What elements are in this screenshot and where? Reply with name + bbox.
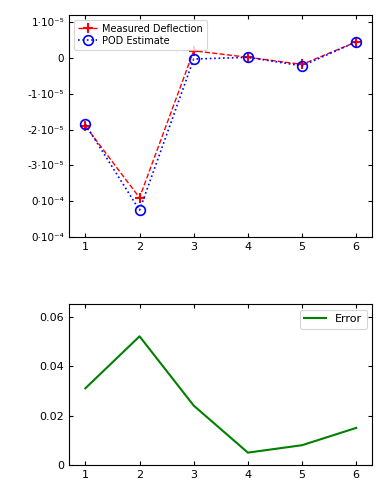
POD Estimate xyxy=(354,39,359,45)
Error xyxy=(137,334,142,340)
POD Estimate xyxy=(300,63,305,69)
Measured Deflection xyxy=(83,123,88,129)
Measured Deflection xyxy=(137,194,142,200)
Error xyxy=(83,386,88,392)
POD Estimate xyxy=(191,56,196,62)
Legend: Error: Error xyxy=(300,310,367,328)
Measured Deflection xyxy=(300,62,305,68)
Measured Deflection xyxy=(354,39,359,45)
Error xyxy=(300,442,305,448)
Measured Deflection xyxy=(246,54,250,60)
Measured Deflection xyxy=(191,48,196,54)
POD Estimate xyxy=(246,54,250,60)
Error xyxy=(354,425,359,431)
Line: POD Estimate: POD Estimate xyxy=(81,37,361,215)
POD Estimate xyxy=(83,122,88,128)
Error xyxy=(246,450,250,456)
Line: Measured Deflection: Measured Deflection xyxy=(81,37,361,202)
Line: Error: Error xyxy=(85,336,356,452)
Error xyxy=(191,402,196,408)
Legend: Measured Deflection, POD Estimate: Measured Deflection, POD Estimate xyxy=(74,20,207,50)
POD Estimate xyxy=(137,208,142,214)
